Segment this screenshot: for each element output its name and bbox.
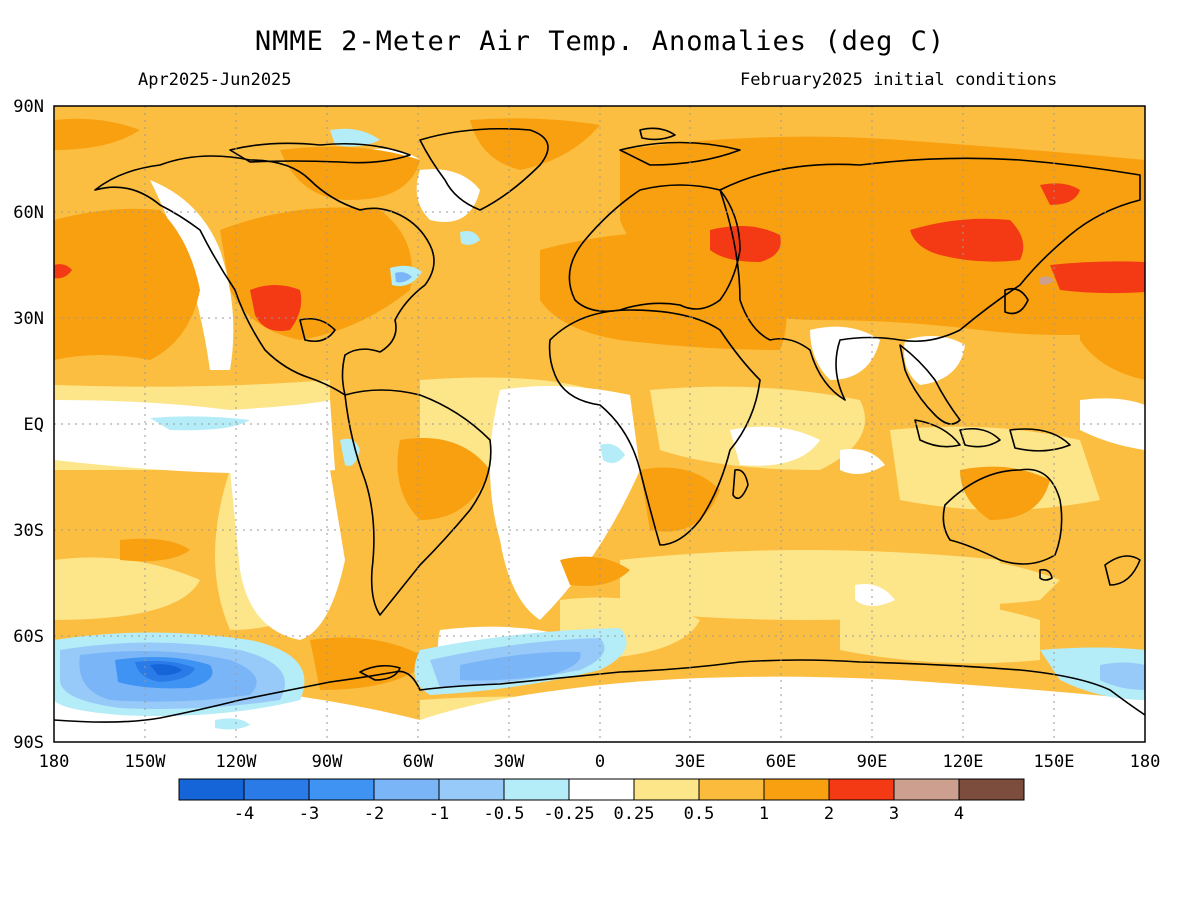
colorbar-tick-label: 0.25 [614, 804, 655, 824]
colorbar-tick-label: -2 [364, 804, 384, 824]
colorbar-tick-label: 2 [824, 804, 834, 824]
lon-tick-label: 90W [312, 752, 343, 772]
lat-tick-label: 30S [13, 521, 44, 541]
map-title: NMME 2-Meter Air Temp. Anomalies (deg C) [254, 26, 946, 57]
colorbar-tick-label: -0.25 [543, 804, 594, 824]
initial-conditions-label: February2025 initial conditions [740, 70, 1058, 90]
lat-tick-label: 90S [13, 733, 44, 753]
forecast-period: Apr2025-Jun2025 [138, 70, 292, 90]
colorbar-swatch [763, 778, 830, 801]
colorbar-tick-label: -1 [429, 804, 449, 824]
map-frame [53, 105, 1146, 743]
lat-tick-label: EQ [24, 415, 44, 435]
colorbar-swatch [828, 778, 895, 801]
colorbar-tick-label: 0.5 [684, 804, 715, 824]
lon-tick-label: 120W [216, 752, 258, 772]
graticule [54, 106, 1145, 742]
lon-tick-label: 30E [675, 752, 706, 772]
lat-tick-label: 30N [13, 309, 44, 329]
lat-tick-label: 60N [13, 203, 44, 223]
lat-tick-label: 60S [13, 627, 44, 647]
coastlines [54, 127, 1145, 723]
colorbar-tick-label: -0.5 [484, 804, 525, 824]
colorbar-swatch [373, 778, 440, 801]
latitude-axis: 90N 60N 30N EQ 30S 60S 90S [13, 97, 44, 753]
field-hot-regions [54, 183, 1145, 331]
colorbar-legend: -4 -3 -2 -1 -0.5 -0.25 0.25 0.5 1 2 3 4 [178, 778, 1025, 824]
colorbar-swatch [243, 778, 310, 801]
colorbar-swatch [958, 778, 1025, 801]
colorbar-tick-label: -4 [234, 804, 254, 824]
lon-tick-label: 150E [1034, 752, 1075, 772]
colorbar-tick-label: -3 [299, 804, 319, 824]
colorbar-swatch [503, 778, 570, 801]
lat-tick-label: 90N [13, 97, 44, 117]
lon-tick-label: 150W [125, 752, 167, 772]
longitude-axis: 180 150W 120W 90W 60W 30W 0 30E 60E 90E … [39, 752, 1161, 772]
lon-tick-label: 90E [857, 752, 888, 772]
lon-tick-label: 120E [943, 752, 984, 772]
colorbar-swatch [568, 778, 635, 801]
colorbar-swatch [698, 778, 765, 801]
colorbar-swatch [633, 778, 700, 801]
colorbar-swatch [308, 778, 375, 801]
colorbar-tick-label: 1 [759, 804, 769, 824]
field-warm-regions [54, 118, 1145, 690]
lon-tick-label: 180 [1130, 752, 1161, 772]
lon-tick-label: 0 [595, 752, 605, 772]
colorbar-tick-label: 3 [889, 804, 899, 824]
lon-tick-label: 180 [39, 752, 70, 772]
colorbar-swatch [893, 778, 960, 801]
lon-tick-label: 30W [494, 752, 525, 772]
lon-tick-label: 60E [766, 752, 797, 772]
colorbar-swatch [438, 778, 505, 801]
lon-tick-label: 60W [403, 752, 434, 772]
anomaly-field [54, 106, 1145, 742]
colorbar-swatch [178, 778, 245, 801]
colorbar-tick-label: 4 [954, 804, 964, 824]
